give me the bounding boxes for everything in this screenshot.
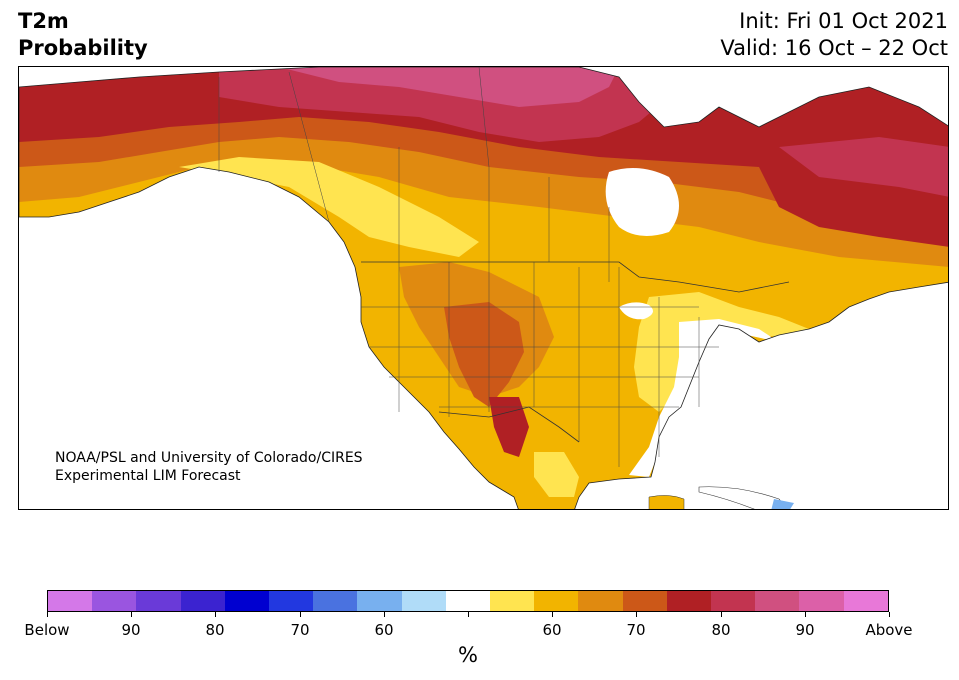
colorbar-segment bbox=[269, 591, 314, 611]
colorbar-segment bbox=[357, 591, 402, 611]
probability-shading bbox=[19, 67, 948, 509]
credit-line-2: Experimental LIM Forecast bbox=[55, 468, 241, 484]
colorbar-label: 80 bbox=[205, 621, 225, 639]
colorbar-tick bbox=[552, 612, 553, 617]
colorbar-label: 60 bbox=[374, 621, 394, 639]
valid-range: Valid: 16 Oct – 22 Oct bbox=[720, 36, 948, 60]
title-line-1: T2m bbox=[18, 9, 69, 33]
colorbar-tick bbox=[889, 612, 890, 617]
colorbar-label: 80 bbox=[711, 621, 731, 639]
colorbar-segment bbox=[578, 591, 623, 611]
colorbar-segment bbox=[534, 591, 579, 611]
colorbar-segment bbox=[48, 591, 93, 611]
us-canada-border bbox=[361, 261, 790, 293]
hudson-bay bbox=[605, 168, 679, 236]
init-date: Init: Fri 01 Oct 2021 bbox=[739, 9, 948, 33]
colorbar bbox=[47, 590, 889, 612]
colorbar-tick bbox=[636, 612, 637, 617]
yucatan bbox=[648, 495, 685, 509]
colorbar-tick bbox=[131, 612, 132, 617]
title-line-2: Probability bbox=[18, 36, 148, 60]
colorbar-segment bbox=[224, 591, 270, 611]
colorbar-tick bbox=[215, 612, 216, 617]
colorbar-tick bbox=[384, 612, 385, 617]
colorbar-segment bbox=[490, 591, 535, 611]
colorbar-segment bbox=[92, 591, 137, 611]
colorbar-label: 70 bbox=[626, 621, 646, 639]
forecast-dates: Init: Fri 01 Oct 2021 Valid: 16 Oct – 22… bbox=[720, 8, 948, 62]
colorbar-segment bbox=[755, 591, 800, 611]
colorbar-segment bbox=[180, 591, 225, 611]
colorbar-label: Below bbox=[24, 621, 70, 639]
colorbar-tick bbox=[47, 612, 48, 617]
state-boundaries bbox=[361, 262, 719, 467]
map-title: T2m Probability bbox=[18, 8, 148, 62]
colorbar-segment bbox=[799, 591, 844, 611]
colorbar-tick bbox=[805, 612, 806, 617]
colorbar-segment bbox=[445, 591, 491, 611]
caribbean-below bbox=[771, 499, 794, 509]
colorbar-segment bbox=[711, 591, 756, 611]
colorbar-segment bbox=[843, 591, 888, 611]
colorbar-tick bbox=[468, 612, 469, 617]
credit-line-1: NOAA/PSL and University of Colorado/CIRE… bbox=[55, 450, 363, 466]
colorbar-label: 90 bbox=[121, 621, 141, 639]
probability-map bbox=[18, 66, 949, 510]
colorbar-tick bbox=[300, 612, 301, 617]
colorbar-label: 90 bbox=[795, 621, 815, 639]
colorbar-segment bbox=[401, 591, 446, 611]
great-lakes bbox=[619, 302, 653, 320]
colorbar-segment bbox=[136, 591, 181, 611]
colorbar-label: 70 bbox=[290, 621, 310, 639]
colorbar-segment bbox=[666, 591, 712, 611]
colorbar-tick bbox=[721, 612, 722, 617]
credit-text: NOAA/PSL and University of Colorado/CIRE… bbox=[55, 449, 363, 485]
province-boundaries bbox=[218, 67, 610, 282]
colorbar-segment bbox=[622, 591, 667, 611]
colorbar-segment bbox=[313, 591, 358, 611]
map-svg bbox=[19, 67, 948, 509]
colorbar-label: Above bbox=[865, 621, 913, 639]
colorbar-units: % bbox=[458, 643, 478, 667]
colorbar-label: 60 bbox=[542, 621, 562, 639]
